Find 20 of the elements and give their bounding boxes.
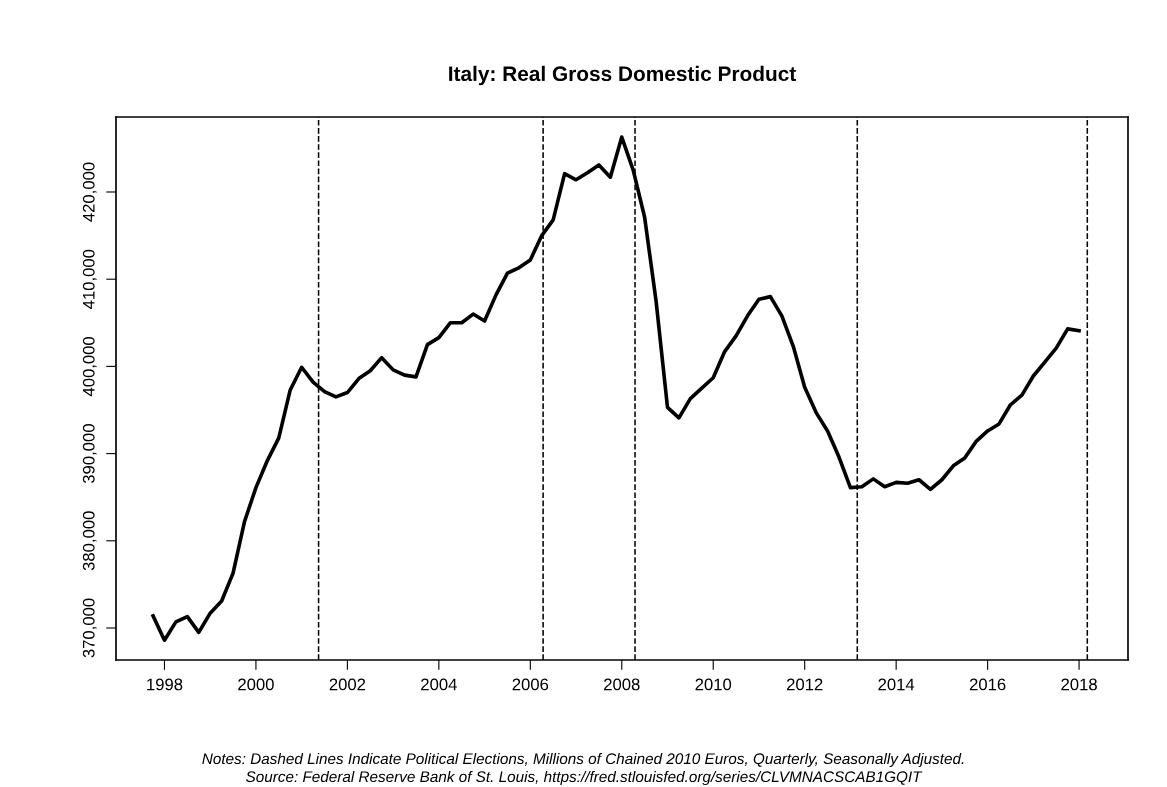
x-tick-label: 2012 [786,678,823,691]
y-tick-label: 420,000 [82,162,97,222]
x-tick-label: 2010 [695,678,732,691]
y-tick-label: 390,000 [82,424,97,484]
x-tick-label: 1998 [147,678,183,691]
text: Notes: Dashed Lines Indicate Political Elections, Millions of Chained 2010 Euros, Quarterly, Seasonally Adjusted. [202,752,964,768]
x-tick-label: 2006 [512,678,549,691]
x-tick-label: 2018 [1061,678,1097,691]
x-tick-label: 2004 [421,678,457,691]
y-tick-label: 370,000 [82,598,97,658]
y-tick-label: 380,000 [82,511,97,571]
y-tick-label: 410,000 [82,249,97,309]
source-note: Source: Federal Reserve Bank of St. Louis, https://fred.stlouisfed.org/series/CLVMNACSCAB1GQIT [245,770,923,786]
x-tick-label: 2002 [329,678,366,691]
chart-title: Italy: Real Gross Domestic Product [449,65,796,86]
x-tick-label: 2014 [878,678,915,691]
x-tick-label: 2008 [604,678,640,691]
y-tick-label: 400,000 [82,336,97,397]
x-tick-label: 2016 [969,678,1006,691]
x-tick-label: 2000 [238,678,274,691]
